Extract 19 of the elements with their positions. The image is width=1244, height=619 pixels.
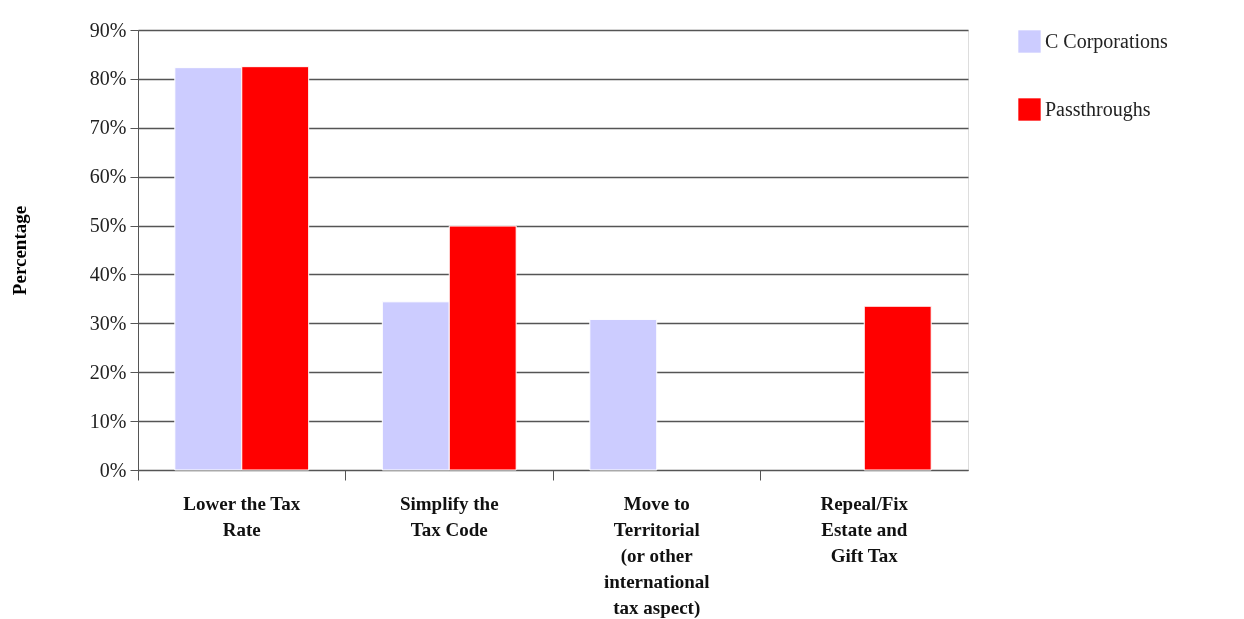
legend-label: C Corporations — [1045, 29, 1168, 53]
y-tick-label: 60% — [89, 165, 127, 188]
x-tick-label: Lower the Tax Rate — [183, 492, 301, 540]
y-tick-label: 10% — [89, 409, 127, 432]
y-tick-label: 20% — [89, 360, 127, 383]
y-axis-title: Percentage — [8, 205, 30, 296]
y-tick-label: 50% — [89, 214, 127, 237]
y-tick-label: 30% — [89, 311, 127, 334]
x-tick-label: Simplify the Tax Code — [399, 492, 499, 540]
y-tick-label: 40% — [89, 262, 127, 285]
bar — [589, 318, 658, 471]
y-tick-label: 90% — [89, 18, 127, 41]
legend-label: Passthroughs — [1045, 97, 1151, 121]
y-tick-label: 70% — [89, 116, 127, 139]
y-tick-label: 80% — [89, 67, 127, 90]
y-tick-label: 0% — [99, 458, 127, 481]
bar — [863, 305, 932, 471]
x-tick-label: Move to Territorial (or other international tax aspect) — [603, 492, 710, 619]
x-tick-label: Repeal/Fix Estate and Gift Tax — [820, 492, 909, 566]
